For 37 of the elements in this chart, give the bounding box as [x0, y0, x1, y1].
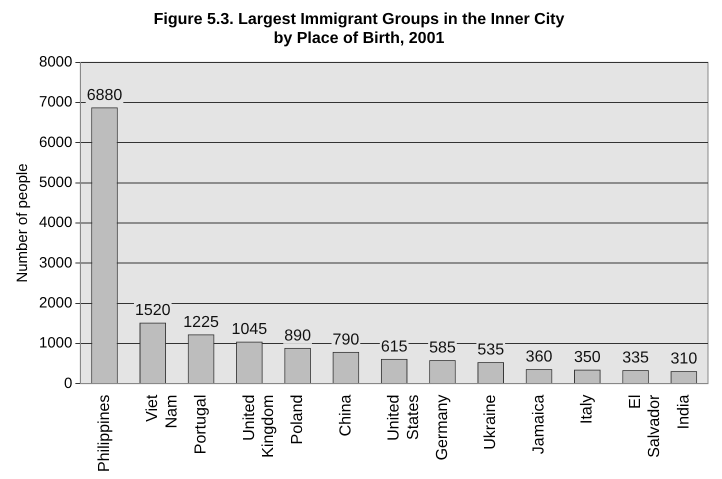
- data-label: 1045: [232, 321, 268, 338]
- data-label: 585: [429, 340, 456, 357]
- data-label: 1225: [183, 314, 219, 331]
- y-tick-label: 0: [64, 374, 72, 392]
- y-tick-label: 7000: [38, 94, 72, 111]
- y-tick-label: 3000: [38, 254, 72, 272]
- x-tick-label: Jamaica: [530, 394, 548, 454]
- data-label: 1520: [134, 302, 171, 319]
- data-label: 615: [380, 338, 408, 356]
- x-tick-label: El Salvador: [626, 394, 664, 458]
- x-tick-label: Portugal: [192, 394, 210, 454]
- data-label: 6880: [86, 86, 122, 104]
- x-tick-label: India: [675, 394, 692, 430]
- data-label: 890: [284, 327, 312, 344]
- x-tick-label: China: [337, 394, 354, 436]
- data-label: 535: [477, 342, 504, 359]
- y-tick-label: 6000: [38, 134, 72, 151]
- chart-title: Figure 5.3. Largest Immigrant Groups in the Inner City by Place of Birth, 2001: [154, 11, 564, 48]
- x-tick-label: United States: [386, 394, 422, 441]
- y-tick-label: 8000: [38, 54, 72, 71]
- data-label: 350: [574, 348, 601, 366]
- data-label: 335: [622, 350, 650, 367]
- x-tick-label: Germany: [434, 394, 451, 460]
- x-tick-label: United Kingdom: [240, 394, 277, 458]
- y-tick-label: 1000: [38, 334, 72, 352]
- x-tick-label: Philippines: [96, 394, 113, 472]
- x-tick-label: Italy: [578, 394, 596, 424]
- y-tick-label: 2000: [38, 294, 72, 312]
- y-tick-label: 4000: [38, 214, 72, 232]
- x-tick-label: Ukraine: [482, 394, 500, 450]
- data-label: 310: [670, 350, 698, 368]
- data-label: 360: [526, 348, 552, 366]
- data-label: 790: [332, 331, 360, 348]
- x-tick-label: Poland: [289, 394, 306, 444]
- y-tick-label: 5000: [38, 174, 72, 191]
- x-tick-label: Viet Nam: [144, 394, 180, 428]
- y-axis-title: Number of people: [14, 163, 32, 283]
